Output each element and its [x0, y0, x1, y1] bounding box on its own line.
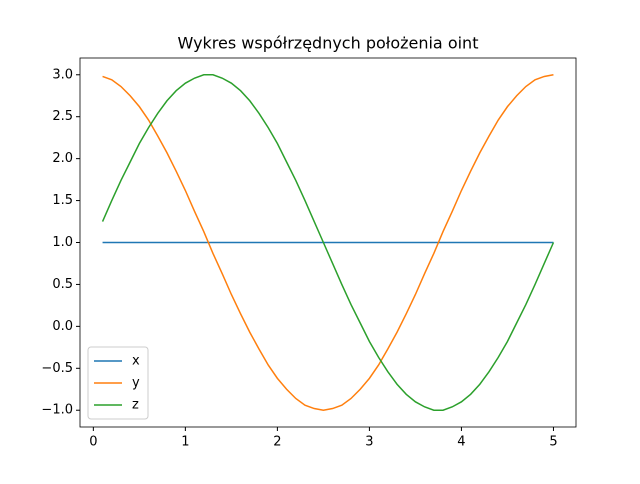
y-tick-label: 0.5 [52, 277, 73, 292]
y-tick-label: 3.0 [52, 67, 73, 82]
y-tick-label: −0.5 [41, 361, 73, 376]
y-tick-label: −1.0 [41, 403, 73, 418]
y-tick-label: 0.0 [52, 319, 73, 334]
x-tick-label: 4 [457, 435, 465, 450]
axes-frame [79, 57, 577, 428]
series-line [102, 74, 554, 411]
x-tick-label: 2 [273, 435, 281, 450]
y-tick-label: 1.5 [52, 193, 73, 208]
series-line [101, 74, 555, 411]
chart-title: Wykres współrzędnych położenia oint [178, 34, 479, 53]
x-tick-label: 1 [181, 435, 189, 450]
legend-label: x [132, 354, 140, 369]
y-tick-label: 2.5 [52, 109, 73, 124]
x-tick-label: 5 [549, 435, 557, 450]
y-tick-label: 2.0 [52, 151, 73, 166]
legend-label: y [132, 376, 140, 391]
legend-label: z [132, 398, 139, 413]
y-tick-label: 1.0 [52, 235, 73, 250]
x-tick-label: 0 [89, 435, 97, 450]
x-tick-label: 3 [365, 435, 373, 450]
